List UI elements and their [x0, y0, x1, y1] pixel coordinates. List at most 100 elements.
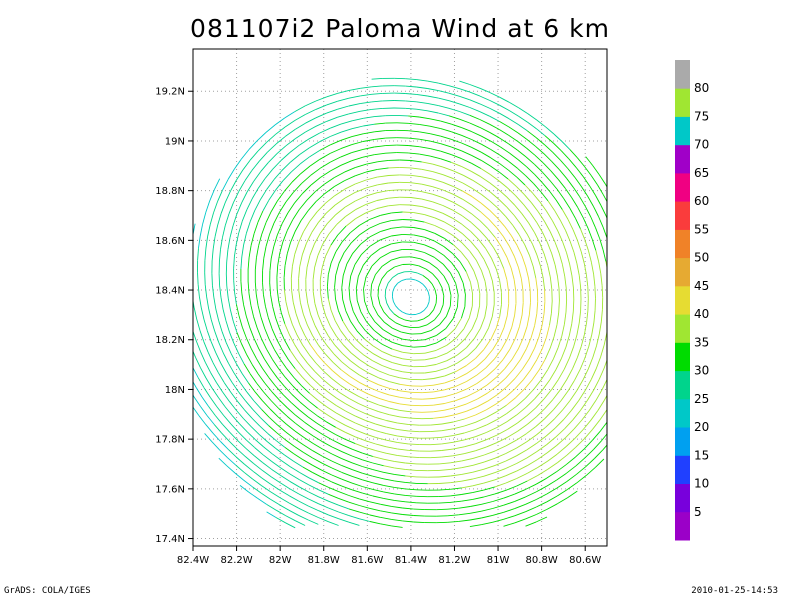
streamline-segment — [355, 195, 367, 202]
streamline-segment — [483, 339, 492, 350]
streamline-segment — [534, 389, 543, 400]
streamline-segment — [294, 105, 306, 112]
streamline-segment — [452, 217, 463, 225]
streamline-segment — [520, 348, 527, 360]
streamline-segment — [443, 254, 453, 264]
streamline-segment — [458, 506, 471, 509]
streamline-segment — [200, 406, 208, 416]
streamline-segment — [525, 266, 530, 279]
streamline-segment — [453, 425, 465, 430]
streamline-segment — [336, 397, 347, 405]
streamline-segment — [389, 414, 401, 418]
streamline-segment — [354, 347, 364, 356]
streamline-segment — [470, 503, 482, 507]
streamline-segment — [250, 233, 255, 246]
streamline-segment — [465, 328, 473, 339]
streamline-segment — [190, 272, 191, 284]
streamline-segment — [271, 391, 280, 401]
streamline-segment — [496, 377, 507, 387]
streamline-segment — [609, 309, 610, 321]
streamline-segment — [447, 520, 459, 523]
streamline-segment — [622, 272, 623, 284]
streamline-segment — [360, 101, 372, 105]
streamline-segment — [266, 504, 277, 511]
streamline-segment — [285, 515, 296, 522]
streamline-segment — [234, 292, 237, 305]
streamline-segment — [447, 514, 459, 517]
streamline-segment — [348, 501, 360, 506]
streamline-segment — [318, 344, 326, 355]
streamline-segment — [392, 273, 399, 278]
streamline-segment — [248, 382, 256, 393]
streamline-segment — [503, 515, 515, 520]
streamline-segment — [483, 457, 496, 463]
streamline-segment — [405, 468, 417, 471]
streamline-segment — [344, 167, 356, 173]
streamline-segment — [305, 100, 317, 107]
streamline-segment — [530, 325, 536, 338]
streamline-segment — [456, 294, 459, 308]
x-tick-label: 81.2W — [438, 555, 470, 566]
streamline-segment — [461, 478, 473, 482]
streamline-segment — [258, 433, 268, 442]
streamline-segment — [380, 243, 392, 249]
streamline-segment — [464, 421, 476, 427]
streamline-segment — [433, 389, 445, 393]
streamline-segment — [355, 179, 367, 185]
streamline-segment — [341, 451, 353, 457]
streamline-segment — [289, 495, 300, 502]
streamline-segment — [380, 235, 392, 241]
streamline-segment — [312, 435, 323, 443]
streamline-segment — [469, 517, 482, 521]
streamline-segment — [340, 377, 350, 385]
streamline-segment — [446, 337, 457, 346]
streamline-segment — [292, 385, 302, 395]
streamline-segment — [506, 279, 510, 292]
streamline-segment — [546, 471, 557, 479]
streamline-segment — [322, 325, 329, 337]
streamline-segment — [535, 145, 545, 154]
streamline-segment — [435, 360, 448, 365]
streamline-segment — [243, 233, 247, 246]
streamline-segment — [298, 514, 309, 521]
streamline-segment — [441, 448, 454, 451]
streamline-segment — [327, 298, 332, 311]
streamline-segment — [304, 334, 311, 346]
streamline-segment — [503, 268, 508, 280]
streamline-segment — [319, 335, 328, 346]
streamline-segment — [220, 362, 227, 374]
colorbar-swatch — [675, 201, 690, 230]
streamline-segment — [293, 183, 302, 193]
streamline-segment — [215, 352, 222, 364]
streamline-segment — [277, 424, 287, 433]
streamline-segment — [308, 400, 318, 409]
streamline-segment — [509, 338, 516, 350]
streamline-segment — [249, 373, 257, 384]
streamline-segment — [284, 111, 296, 119]
streamline-segment — [247, 281, 250, 294]
streamline-segment — [453, 178, 464, 184]
streamline-segment — [363, 346, 373, 354]
streamline-segment — [439, 462, 451, 465]
streamline-segment — [285, 192, 294, 203]
streamline-segment — [525, 491, 537, 498]
streamline-segment — [298, 266, 301, 279]
streamline-segment — [444, 229, 454, 237]
streamline-segment — [594, 286, 596, 299]
streamline-segment — [531, 369, 540, 381]
streamline-segment — [565, 230, 571, 242]
streamline-segment — [533, 183, 542, 193]
streamline-segment — [342, 353, 352, 362]
streamline-segment — [498, 327, 505, 340]
streamline-segment — [484, 349, 494, 360]
streamline-segment — [613, 261, 615, 273]
streamline-segment — [476, 384, 488, 392]
streamline-segment — [471, 154, 482, 161]
streamline-segment — [536, 128, 546, 137]
streamline-segment — [484, 281, 488, 294]
streamline-segment — [231, 382, 240, 393]
streamline-segment — [233, 256, 235, 269]
streamline-segment — [316, 202, 326, 213]
streamline-segment — [279, 489, 290, 497]
